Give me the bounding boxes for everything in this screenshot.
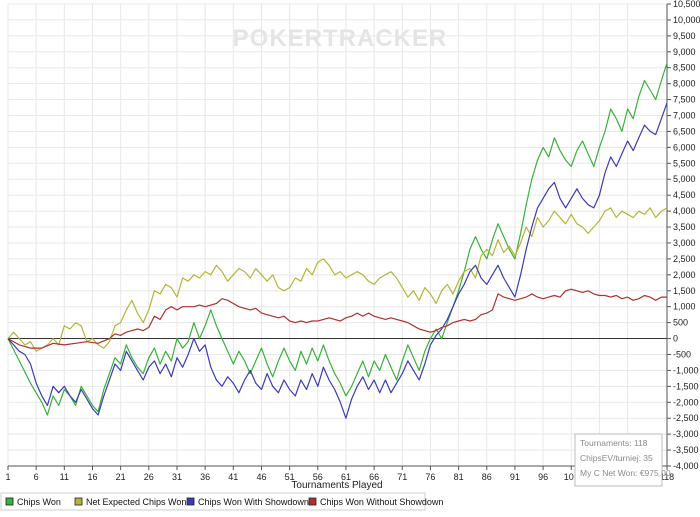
x-axis-label: Tournaments Played bbox=[291, 480, 382, 491]
series-line-chips-won bbox=[7, 62, 668, 416]
y-tick-label: 6,500 bbox=[673, 126, 696, 136]
x-tick-label: 86 bbox=[482, 472, 492, 482]
legend-swatch-chips-won bbox=[5, 497, 14, 506]
y-tick-label: -2,500 bbox=[673, 413, 699, 423]
legend-label-chips-won: Chips Won bbox=[17, 497, 61, 507]
y-axis-tick-labels: 10,500 10,000 9,500 9,000 8,500 8,000 7,500 7,0… bbox=[673, 0, 700, 471]
series-lines bbox=[7, 62, 668, 419]
stats-box: Tournaments: 118 ChipsEV/turniej: 35 My … bbox=[574, 433, 671, 487]
y-tick-label: 7,000 bbox=[673, 111, 696, 121]
y-tick-label: 5,500 bbox=[673, 158, 696, 168]
series-line-chips-won-with-showdown bbox=[7, 102, 668, 419]
y-tick-label: 3,000 bbox=[673, 238, 696, 248]
stats-tournaments: Tournaments: 118 bbox=[580, 438, 648, 448]
y-tick-label: 4,000 bbox=[673, 206, 696, 216]
x-tick-label: 66 bbox=[369, 472, 379, 482]
y-tick-label: 4,500 bbox=[673, 190, 696, 200]
x-tick-label: 11 bbox=[60, 472, 69, 482]
x-tick-label: 91 bbox=[510, 472, 520, 482]
x-tick-label: 1 bbox=[5, 472, 10, 482]
x-tick-label: 26 bbox=[144, 472, 154, 482]
y-tick-label: -2,000 bbox=[673, 397, 699, 407]
stats-net-won: My C Net Won: €975.00 bbox=[580, 468, 671, 478]
y-tick-label: 1,500 bbox=[673, 286, 696, 296]
y-tick-label: -1,500 bbox=[673, 381, 699, 391]
x-tick-label: 76 bbox=[425, 472, 435, 482]
y-tick-label: 3,500 bbox=[673, 222, 696, 232]
y-tick-label: 6,000 bbox=[673, 142, 696, 152]
x-tick-label: 118 bbox=[660, 472, 674, 482]
x-tick-label: 21 bbox=[116, 472, 126, 482]
x-tick-label: 31 bbox=[172, 472, 182, 482]
y-tick-label: 8,000 bbox=[673, 79, 696, 89]
x-tick-label: 96 bbox=[538, 472, 548, 482]
x-tick-label: 71 bbox=[397, 472, 407, 482]
y-tick-label: 10,000 bbox=[673, 15, 700, 25]
y-tick-label: 8,500 bbox=[673, 63, 696, 73]
series-line-net-expected-chips-won bbox=[7, 207, 668, 352]
x-tick-label: 6 bbox=[34, 472, 39, 482]
x-tick-label: 101 bbox=[564, 472, 579, 482]
y-tick-label: -3,000 bbox=[673, 429, 699, 439]
x-tick-label: 46 bbox=[256, 472, 266, 482]
x-tick-label: 81 bbox=[454, 472, 464, 482]
y-tick-label: 500 bbox=[673, 318, 688, 328]
y-tick-label: 0 bbox=[673, 334, 678, 344]
axes bbox=[7, 3, 671, 470]
y-tick-label: 10,500 bbox=[673, 0, 700, 9]
y-tick-label: 7,500 bbox=[673, 95, 696, 105]
legend-swatch-chips-won-without-showdown bbox=[308, 497, 317, 506]
x-tick-label: 56 bbox=[313, 472, 323, 482]
y-tick-label: -1,000 bbox=[673, 365, 699, 375]
y-tick-label: 1,000 bbox=[673, 302, 696, 312]
y-tick-label: 9,500 bbox=[673, 31, 696, 41]
y-tick-label: -4,000 bbox=[673, 461, 699, 471]
legend: Chips Won Net Expected Chips Won Chips Won… bbox=[0, 492, 443, 511]
y-tick-label: 2,000 bbox=[673, 270, 696, 280]
series-line-chips-won-without-showdown bbox=[7, 288, 667, 349]
legend-frame bbox=[0, 492, 426, 511]
y-tick-label: -500 bbox=[673, 349, 691, 359]
x-tick-label: 61 bbox=[341, 472, 351, 482]
y-tick-label: 9,000 bbox=[673, 47, 696, 57]
y-tick-label: -3,500 bbox=[673, 445, 699, 455]
stats-chips-ev: ChipsEV/turniej: 35 bbox=[580, 453, 653, 463]
legend-swatch-chips-won-with-showdown bbox=[186, 497, 195, 506]
watermark-logo: POKERTRACKER bbox=[233, 25, 448, 52]
x-tick-label: 16 bbox=[87, 472, 97, 482]
legend-label-chips-won-without-showdown: Chips Won Without Showdown bbox=[320, 497, 443, 507]
x-tick-label: 51 bbox=[285, 472, 295, 482]
y-tick-label: 2,500 bbox=[673, 254, 696, 264]
legend-swatch-net-expected-chips-won bbox=[74, 497, 83, 506]
stats-box-frame bbox=[574, 433, 663, 487]
y-tick-label: 5,000 bbox=[673, 174, 696, 184]
x-tick-label: 41 bbox=[228, 472, 238, 482]
legend-label-net-expected-chips-won: Net Expected Chips Won bbox=[86, 497, 186, 507]
x-tick-label: 36 bbox=[200, 472, 210, 482]
legend-label-chips-won-with-showdown: Chips Won With Showdown bbox=[198, 497, 309, 507]
